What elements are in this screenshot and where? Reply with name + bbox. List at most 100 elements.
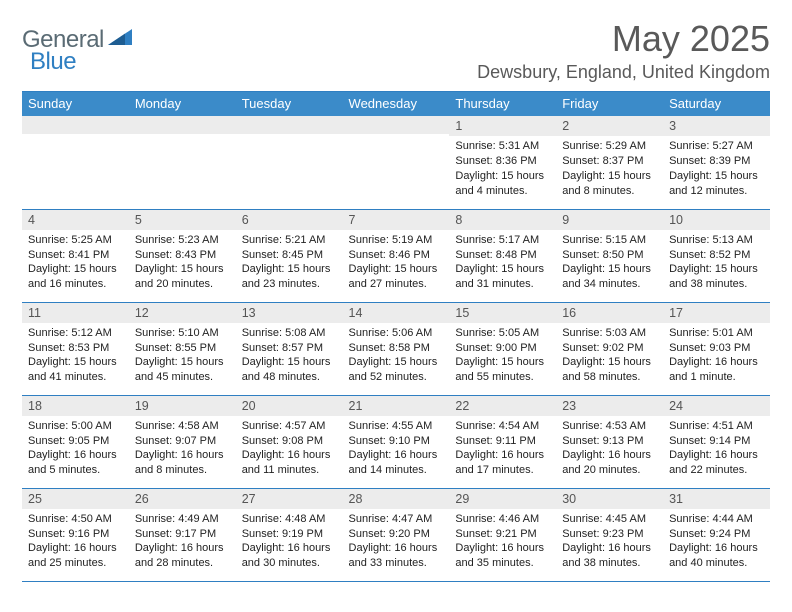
day-details: Sunrise: 5:23 AMSunset: 8:43 PMDaylight:… [129,230,236,295]
calendar-cell: 21Sunrise: 4:55 AMSunset: 9:10 PMDayligh… [343,395,450,488]
calendar-cell: 16Sunrise: 5:03 AMSunset: 9:02 PMDayligh… [556,302,663,395]
calendar-cell: 27Sunrise: 4:48 AMSunset: 9:19 PMDayligh… [236,488,343,581]
calendar-cell [22,116,129,209]
calendar-cell: 15Sunrise: 5:05 AMSunset: 9:00 PMDayligh… [449,302,556,395]
day-details: Sunrise: 5:00 AMSunset: 9:05 PMDaylight:… [22,416,129,481]
day-details: Sunrise: 5:05 AMSunset: 9:00 PMDaylight:… [449,323,556,388]
logo-text-blue-wrap: Blue [30,48,76,76]
day-number: 7 [343,210,450,230]
day-number: 10 [663,210,770,230]
weekday-header: Thursday [449,92,556,117]
calendar-cell: 23Sunrise: 4:53 AMSunset: 9:13 PMDayligh… [556,395,663,488]
day-details: Sunrise: 5:10 AMSunset: 8:55 PMDaylight:… [129,323,236,388]
day-number: 3 [663,116,770,136]
calendar-cell: 29Sunrise: 4:46 AMSunset: 9:21 PMDayligh… [449,488,556,581]
calendar-cell: 25Sunrise: 4:50 AMSunset: 9:16 PMDayligh… [22,488,129,581]
day-number: 30 [556,489,663,509]
calendar-cell: 9Sunrise: 5:15 AMSunset: 8:50 PMDaylight… [556,209,663,302]
calendar-row: 1Sunrise: 5:31 AMSunset: 8:36 PMDaylight… [22,116,770,209]
day-details: Sunrise: 5:27 AMSunset: 8:39 PMDaylight:… [663,136,770,201]
header: General May 2025 Dewsbury, England, Unit… [22,18,770,91]
calendar-cell: 7Sunrise: 5:19 AMSunset: 8:46 PMDaylight… [343,209,450,302]
calendar-cell: 26Sunrise: 4:49 AMSunset: 9:17 PMDayligh… [129,488,236,581]
day-details: Sunrise: 5:21 AMSunset: 8:45 PMDaylight:… [236,230,343,295]
day-details: Sunrise: 5:31 AMSunset: 8:36 PMDaylight:… [449,136,556,201]
calendar-cell: 4Sunrise: 5:25 AMSunset: 8:41 PMDaylight… [22,209,129,302]
calendar-cell: 24Sunrise: 4:51 AMSunset: 9:14 PMDayligh… [663,395,770,488]
calendar-cell: 1Sunrise: 5:31 AMSunset: 8:36 PMDaylight… [449,116,556,209]
calendar-row: 25Sunrise: 4:50 AMSunset: 9:16 PMDayligh… [22,488,770,581]
day-number: 31 [663,489,770,509]
day-number: 26 [129,489,236,509]
calendar-cell: 14Sunrise: 5:06 AMSunset: 8:58 PMDayligh… [343,302,450,395]
day-details: Sunrise: 5:13 AMSunset: 8:52 PMDaylight:… [663,230,770,295]
day-number: 14 [343,303,450,323]
calendar-cell: 13Sunrise: 5:08 AMSunset: 8:57 PMDayligh… [236,302,343,395]
day-number: 27 [236,489,343,509]
day-number-empty [236,116,343,134]
calendar-cell: 30Sunrise: 4:45 AMSunset: 9:23 PMDayligh… [556,488,663,581]
day-details: Sunrise: 4:48 AMSunset: 9:19 PMDaylight:… [236,509,343,574]
day-details: Sunrise: 4:54 AMSunset: 9:11 PMDaylight:… [449,416,556,481]
calendar-cell: 28Sunrise: 4:47 AMSunset: 9:20 PMDayligh… [343,488,450,581]
calendar-cell: 5Sunrise: 5:23 AMSunset: 8:43 PMDaylight… [129,209,236,302]
day-number-empty [22,116,129,134]
calendar-cell: 8Sunrise: 5:17 AMSunset: 8:48 PMDaylight… [449,209,556,302]
day-details: Sunrise: 5:03 AMSunset: 9:02 PMDaylight:… [556,323,663,388]
day-number-empty [343,116,450,134]
day-number: 11 [22,303,129,323]
weekday-header: Tuesday [236,92,343,117]
calendar-cell: 17Sunrise: 5:01 AMSunset: 9:03 PMDayligh… [663,302,770,395]
day-details: Sunrise: 5:06 AMSunset: 8:58 PMDaylight:… [343,323,450,388]
day-details: Sunrise: 4:53 AMSunset: 9:13 PMDaylight:… [556,416,663,481]
day-number: 20 [236,396,343,416]
day-number: 5 [129,210,236,230]
weekday-header: Saturday [663,92,770,117]
day-details: Sunrise: 4:57 AMSunset: 9:08 PMDaylight:… [236,416,343,481]
day-details: Sunrise: 4:55 AMSunset: 9:10 PMDaylight:… [343,416,450,481]
day-number: 29 [449,489,556,509]
day-details: Sunrise: 4:58 AMSunset: 9:07 PMDaylight:… [129,416,236,481]
day-number: 12 [129,303,236,323]
day-details: Sunrise: 5:17 AMSunset: 8:48 PMDaylight:… [449,230,556,295]
calendar-table: SundayMondayTuesdayWednesdayThursdayFrid… [22,91,770,582]
day-details: Sunrise: 4:50 AMSunset: 9:16 PMDaylight:… [22,509,129,574]
day-number: 9 [556,210,663,230]
weekday-header: Monday [129,92,236,117]
calendar-header-row: SundayMondayTuesdayWednesdayThursdayFrid… [22,92,770,117]
day-details: Sunrise: 5:29 AMSunset: 8:37 PMDaylight:… [556,136,663,201]
day-number: 1 [449,116,556,136]
day-number: 8 [449,210,556,230]
day-number: 21 [343,396,450,416]
day-number: 19 [129,396,236,416]
calendar-cell: 12Sunrise: 5:10 AMSunset: 8:55 PMDayligh… [129,302,236,395]
day-details: Sunrise: 4:45 AMSunset: 9:23 PMDaylight:… [556,509,663,574]
calendar-cell: 20Sunrise: 4:57 AMSunset: 9:08 PMDayligh… [236,395,343,488]
day-number-empty [129,116,236,134]
calendar-cell [236,116,343,209]
weekday-header: Sunday [22,92,129,117]
day-details: Sunrise: 4:46 AMSunset: 9:21 PMDaylight:… [449,509,556,574]
calendar-cell: 19Sunrise: 4:58 AMSunset: 9:07 PMDayligh… [129,395,236,488]
day-number: 2 [556,116,663,136]
day-details: Sunrise: 4:44 AMSunset: 9:24 PMDaylight:… [663,509,770,574]
calendar-cell: 6Sunrise: 5:21 AMSunset: 8:45 PMDaylight… [236,209,343,302]
day-number: 22 [449,396,556,416]
day-number: 24 [663,396,770,416]
day-details: Sunrise: 5:15 AMSunset: 8:50 PMDaylight:… [556,230,663,295]
location: Dewsbury, England, United Kingdom [477,62,770,83]
logo-text-blue: Blue [30,48,76,75]
calendar-cell: 11Sunrise: 5:12 AMSunset: 8:53 PMDayligh… [22,302,129,395]
calendar-cell: 18Sunrise: 5:00 AMSunset: 9:05 PMDayligh… [22,395,129,488]
day-number: 15 [449,303,556,323]
calendar-row: 4Sunrise: 5:25 AMSunset: 8:41 PMDaylight… [22,209,770,302]
day-details: Sunrise: 5:19 AMSunset: 8:46 PMDaylight:… [343,230,450,295]
day-number: 17 [663,303,770,323]
day-number: 4 [22,210,129,230]
calendar-cell: 22Sunrise: 4:54 AMSunset: 9:11 PMDayligh… [449,395,556,488]
weekday-header: Friday [556,92,663,117]
day-number: 16 [556,303,663,323]
day-details: Sunrise: 4:49 AMSunset: 9:17 PMDaylight:… [129,509,236,574]
calendar-cell: 3Sunrise: 5:27 AMSunset: 8:39 PMDaylight… [663,116,770,209]
calendar-body: 1Sunrise: 5:31 AMSunset: 8:36 PMDaylight… [22,116,770,581]
